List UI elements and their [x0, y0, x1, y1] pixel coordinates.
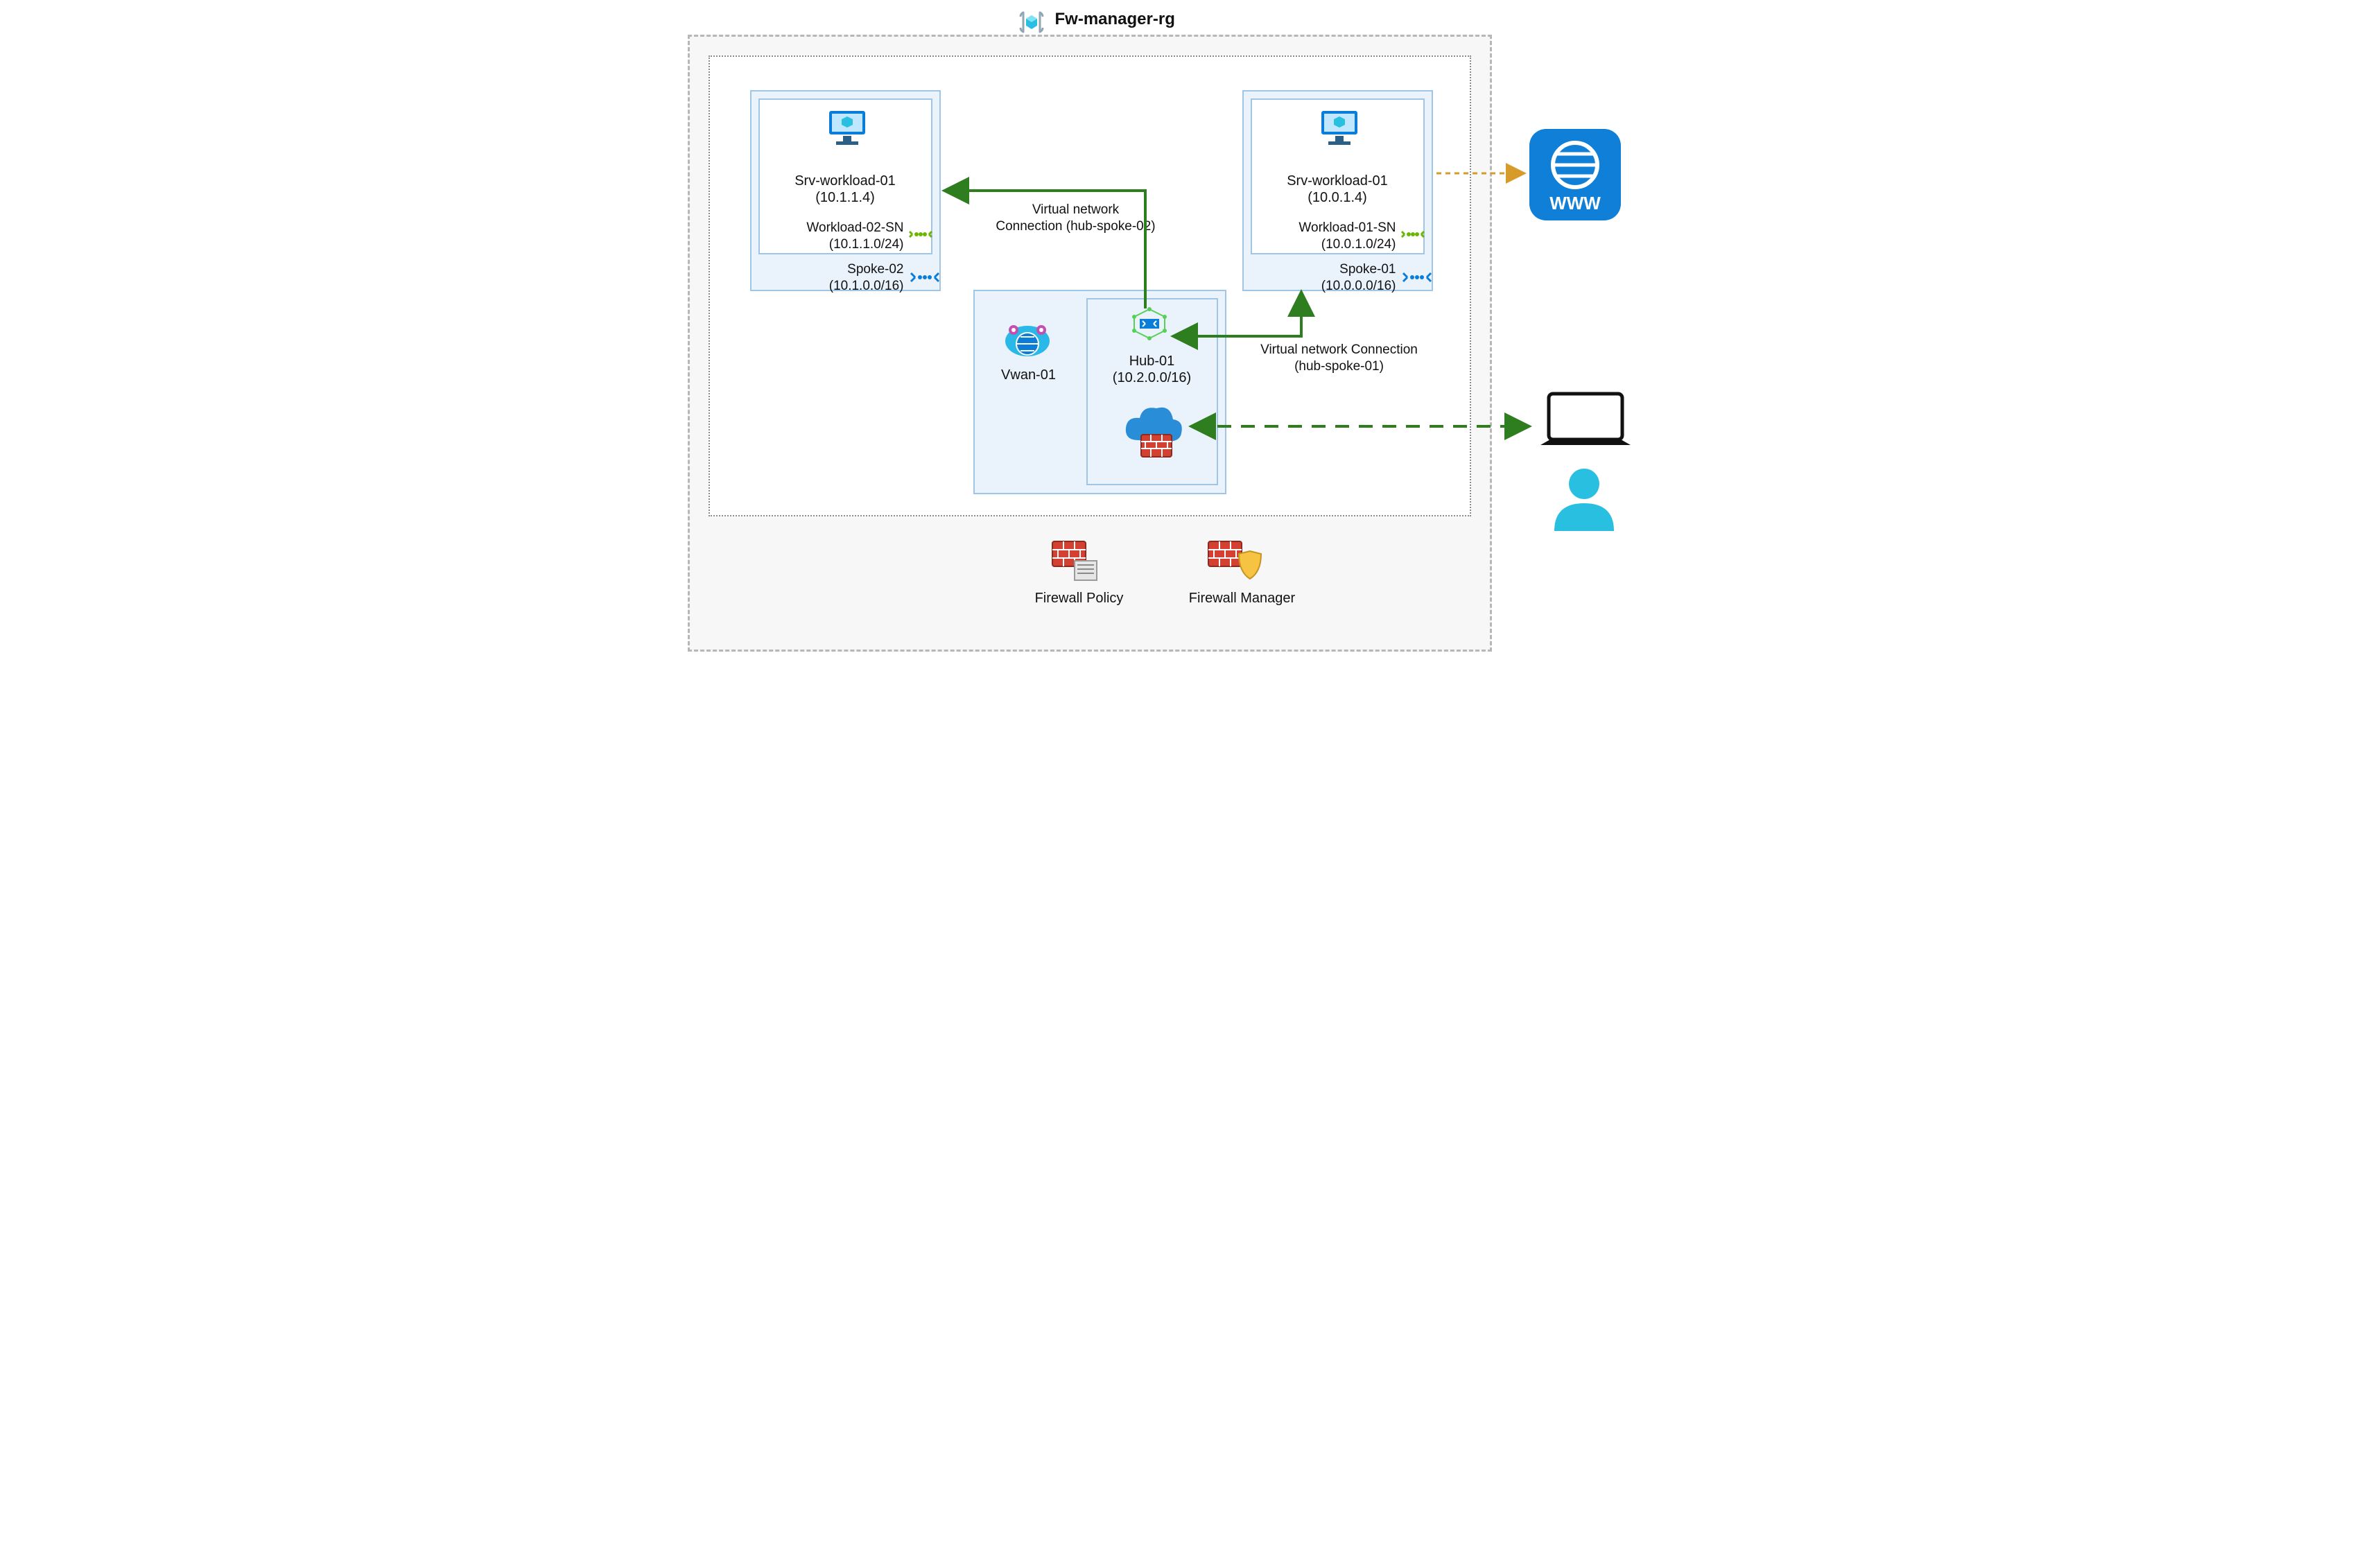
spoke02-vm-label: Srv-workload-01 [750, 173, 941, 189]
spoke02-vnet-ip: (10.1.0.0/16) [758, 279, 904, 294]
spoke02-sn-label: Workload-02-SN [758, 220, 904, 236]
diagram-canvas: Fw-manager-rg Srv-workload-01 (10.1.1.4)… [681, 0, 1700, 664]
vm-icon [1319, 108, 1360, 147]
resource-group-icon [1016, 7, 1047, 37]
vwan-icon [1000, 313, 1055, 362]
spoke01-vm-label: Srv-workload-01 [1242, 173, 1433, 189]
spoke02-vnet-label: Spoke-02 [758, 262, 904, 277]
vm-icon [826, 108, 868, 147]
conn-hubspoke01-l2: (hub-spoke-01) [1235, 359, 1443, 374]
hub-label: Hub-01 [1086, 354, 1218, 369]
page-title: Fw-manager-rg [1055, 10, 1175, 29]
spoke01-vnet-ip: (10.0.0.0/16) [1251, 279, 1396, 294]
vnet-icon [1402, 268, 1432, 287]
svg-text:WWW: WWW [1549, 193, 1601, 214]
legend-manager-label: Firewall Manager [1173, 591, 1312, 607]
conn-hubspoke01-l1: Virtual network Connection [1235, 342, 1443, 358]
legend-policy-label: Firewall Policy [1020, 591, 1138, 607]
firewall-policy-icon [1048, 537, 1101, 583]
conn-hubspoke02-l2: Connection (hub-spoke-02) [979, 219, 1173, 234]
laptop-icon [1534, 388, 1638, 458]
vwan-label: Vwan-01 [980, 367, 1077, 383]
subnet-icon [908, 226, 933, 243]
spoke01-vnet-label: Spoke-01 [1251, 262, 1396, 277]
firewall-cloud-icon [1118, 399, 1187, 461]
hub-icon [1130, 306, 1169, 341]
spoke02-vm-ip: (10.1.1.4) [750, 190, 941, 206]
subnet-icon [1400, 226, 1425, 243]
conn-hubspoke02-l1: Virtual network [979, 202, 1173, 218]
hub-ip: (10.2.0.0/16) [1086, 370, 1218, 386]
www-icon: WWW [1527, 126, 1624, 223]
spoke01-sn-ip: (10.0.1.0/24) [1251, 237, 1396, 252]
user-icon [1546, 464, 1622, 534]
spoke02-sn-ip: (10.1.1.0/24) [758, 237, 904, 252]
vnet-icon [910, 268, 940, 287]
firewall-manager-icon [1204, 537, 1264, 583]
spoke01-sn-label: Workload-01-SN [1251, 220, 1396, 236]
spoke01-vm-ip: (10.0.1.4) [1242, 190, 1433, 206]
